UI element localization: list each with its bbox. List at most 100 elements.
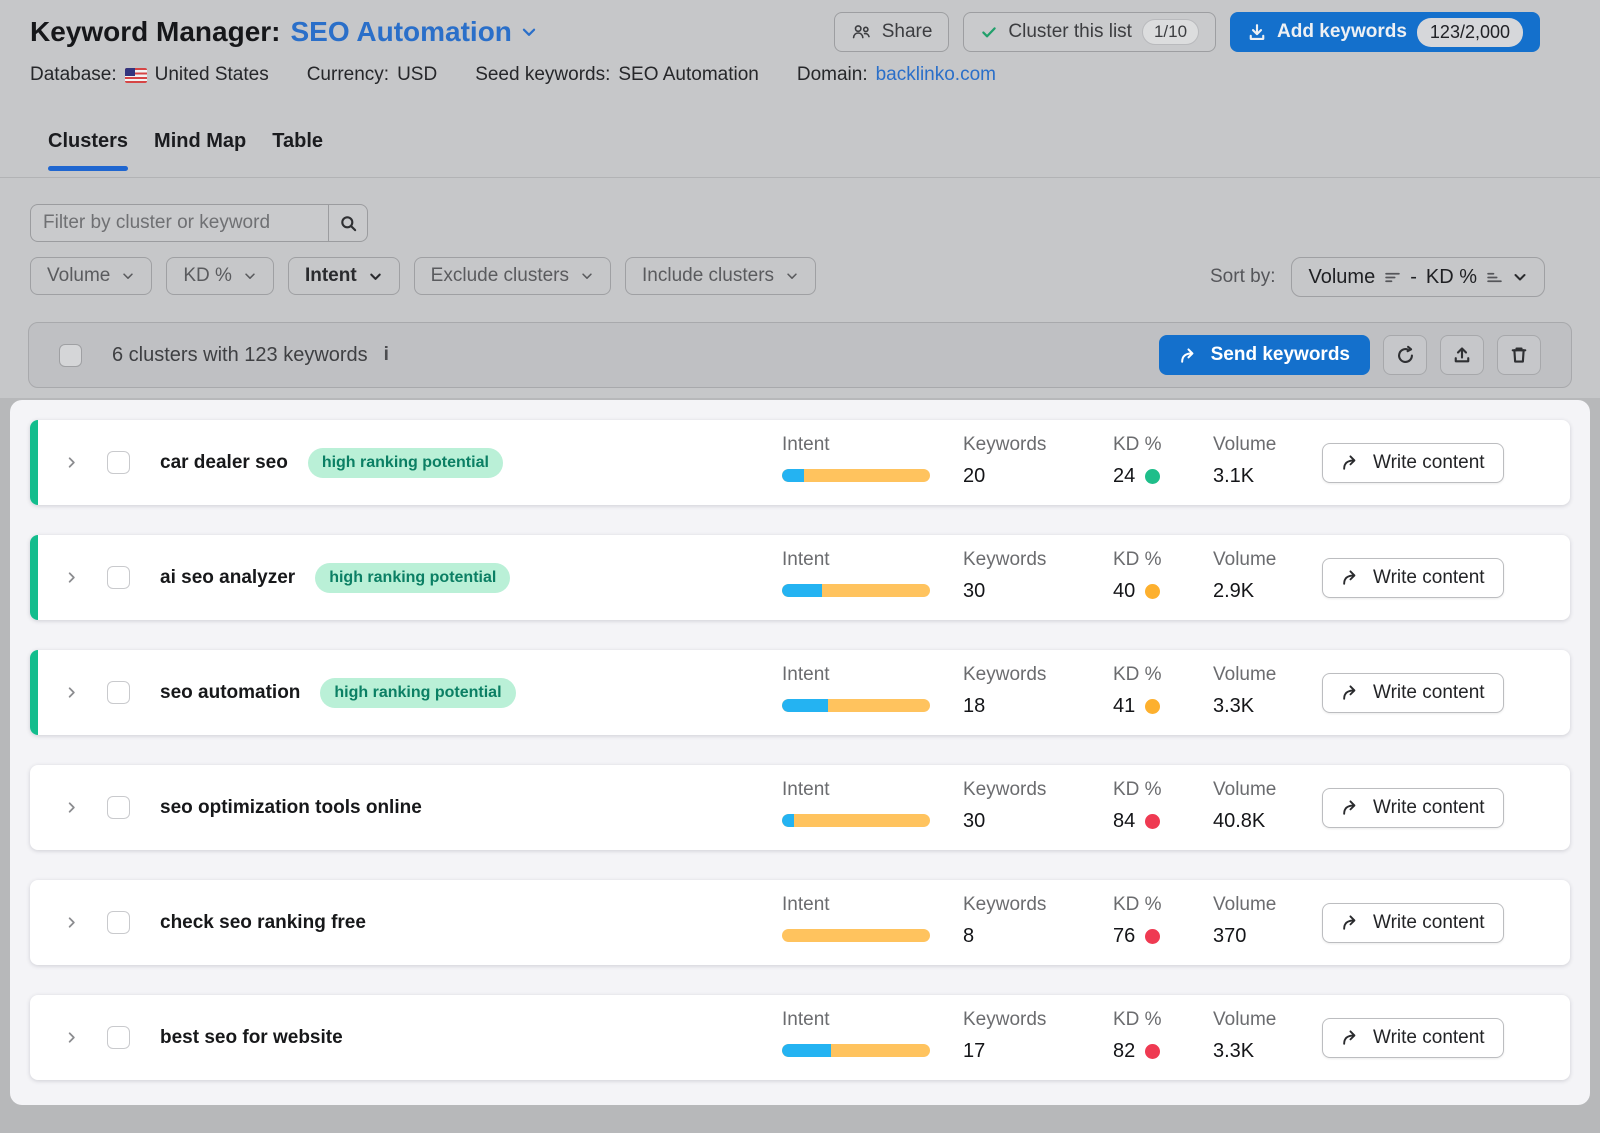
tab-clusters[interactable]: Clusters [48,130,128,171]
check-icon [980,23,998,41]
refresh-icon [1395,345,1416,366]
sort-primary-label: Volume [1308,266,1375,289]
sort-secondary-label: KD % [1426,266,1477,289]
tabs-divider [0,177,1600,178]
intent-bar-blue [782,814,794,827]
volume-column: Volume 2.9K [1213,549,1276,603]
volume-column: Volume 370 [1213,894,1276,948]
curved-arrow-icon [1341,913,1362,932]
filter-exclude-clusters-dropdown[interactable]: Exclude clusters [414,257,611,295]
cluster-name[interactable]: seo optimization tools online [160,797,422,819]
filter-kd-dropdown[interactable]: KD % [166,257,274,295]
intent-bar [782,814,930,827]
cluster-row: ai seo analyzer high ranking potential I… [30,535,1570,620]
sort-dropdown[interactable]: Volume - KD % [1291,257,1545,297]
cluster-name[interactable]: ai seo analyzer [160,567,295,589]
write-content-button[interactable]: Write content [1322,443,1504,483]
kd-value-wrap: 40 [1113,580,1162,603]
filter-search-input[interactable] [30,204,328,242]
add-keywords-button[interactable]: Add keywords 123/2,000 [1230,12,1540,52]
curved-arrow-icon [1341,683,1362,702]
kd-value: 76 [1113,925,1135,948]
filter-intent-label: Intent [305,265,357,287]
kd-dot [1145,699,1160,714]
expand-chevron-icon[interactable] [64,570,79,585]
intent-label: Intent [782,1009,930,1031]
curved-arrow-icon [1341,453,1362,472]
cluster-name[interactable]: check seo ranking free [160,912,366,934]
kd-value-wrap: 84 [1113,810,1162,833]
tab-mind-map[interactable]: Mind Map [154,130,246,171]
send-keywords-button[interactable]: Send keywords [1159,335,1370,375]
intent-bar-blue [782,1044,831,1057]
expand-chevron-icon[interactable] [64,1030,79,1045]
high-potential-badge: high ranking potential [308,448,503,478]
curved-arrow-icon [1341,1028,1362,1047]
curved-arrow-icon [1179,346,1200,365]
cluster-checkbox[interactable] [107,681,130,704]
cluster-row: seo automation high ranking potential In… [30,650,1570,735]
cluster-checkbox[interactable] [107,911,130,934]
keywords-column: Keywords 30 [963,549,1046,603]
domain-link[interactable]: backlinko.com [876,64,996,86]
high-potential-badge: high ranking potential [315,563,510,593]
write-content-button[interactable]: Write content [1322,673,1504,713]
write-content-button[interactable]: Write content [1322,903,1504,943]
volume-value: 3.3K [1213,695,1276,718]
write-content-button[interactable]: Write content [1322,1018,1504,1058]
search-box [30,204,368,242]
filter-intent-dropdown[interactable]: Intent [288,257,400,295]
domain-label: Domain: [797,64,868,86]
select-all-checkbox[interactable] [59,344,82,367]
kd-column: KD % 76 [1113,894,1162,948]
chevron-down-icon [243,269,257,283]
cluster-checkbox[interactable] [107,566,130,589]
sort-separator: - [1410,266,1417,289]
seed-keywords-value: SEO Automation [618,64,758,86]
kd-column: KD % 41 [1113,664,1162,718]
intent-label: Intent [782,434,930,456]
kd-value-wrap: 82 [1113,1040,1162,1063]
tab-table[interactable]: Table [272,130,323,171]
share-button[interactable]: Share [834,12,950,52]
database-label: Database: [30,64,117,86]
expand-chevron-icon[interactable] [64,455,79,470]
volume-label: Volume [1213,779,1276,801]
kd-label: KD % [1113,434,1162,456]
volume-value: 3.3K [1213,1040,1276,1063]
cluster-checkbox[interactable] [107,796,130,819]
cluster-checkbox[interactable] [107,451,130,474]
keywords-column: Keywords 30 [963,779,1046,833]
keywords-value: 18 [963,695,1046,718]
delete-button[interactable] [1497,335,1541,375]
write-content-button[interactable]: Write content [1322,558,1504,598]
chevron-down-icon [785,269,799,283]
kd-value: 82 [1113,1040,1135,1063]
kd-label: KD % [1113,1009,1162,1031]
info-icon[interactable]: i [384,344,389,366]
kd-dot [1145,469,1160,484]
kd-label: KD % [1113,894,1162,916]
expand-chevron-icon[interactable] [64,685,79,700]
trash-icon [1509,345,1529,365]
keywords-quota-badge: 123/2,000 [1417,18,1523,47]
filter-include-clusters-dropdown[interactable]: Include clusters [625,257,816,295]
cluster-name[interactable]: car dealer seo [160,452,288,474]
cluster-name[interactable]: best seo for website [160,1027,343,1049]
search-button[interactable] [328,204,368,242]
list-picker-dropdown[interactable]: SEO Automation [291,16,538,48]
cluster-checkbox[interactable] [107,1026,130,1049]
seed-keywords-label: Seed keywords: [475,64,610,86]
export-button[interactable] [1440,335,1484,375]
write-content-button[interactable]: Write content [1322,788,1504,828]
selection-actions: Send keywords [1159,335,1541,375]
cluster-name[interactable]: seo automation [160,682,300,704]
filter-include-label: Include clusters [642,265,774,287]
refresh-button[interactable] [1383,335,1427,375]
expand-chevron-icon[interactable] [64,800,79,815]
intent-bar [782,1044,930,1057]
expand-chevron-icon[interactable] [64,915,79,930]
export-icon [1452,345,1472,365]
cluster-this-list-button[interactable]: Cluster this list 1/10 [963,12,1216,52]
filter-volume-dropdown[interactable]: Volume [30,257,152,295]
